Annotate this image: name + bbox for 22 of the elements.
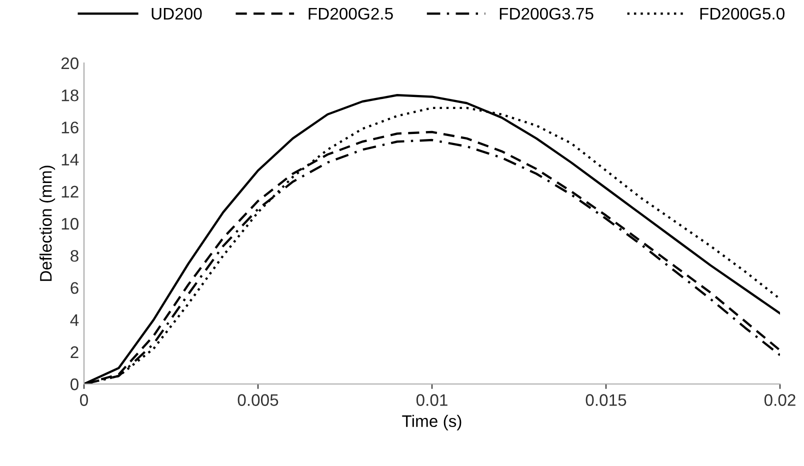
x-tick-label: 0.015: [586, 394, 626, 406]
x-tick-label: 0: [80, 394, 88, 406]
legend-label: UD200: [152, 8, 202, 20]
legend-label: FD200G5.0: [700, 8, 784, 20]
legend-label: FD200G3.75: [500, 8, 594, 20]
y-tick-label: 0: [70, 378, 78, 390]
x-tick-label: 0.005: [238, 394, 278, 406]
y-tick-label: 20: [61, 57, 78, 70]
y-tick-label: 6: [70, 282, 78, 294]
y-tick-label: 16: [62, 122, 78, 134]
y-tick-label: 8: [70, 250, 78, 262]
y-tick-label: 4: [70, 314, 79, 326]
x-axis-title: Time (s): [402, 414, 462, 430]
y-axis-title: Deflection (mm): [40, 166, 56, 281]
y-tick-label: 12: [62, 186, 78, 198]
x-tick-label: 0.02: [764, 394, 796, 406]
y-tick-label: 18: [62, 90, 78, 102]
y-tick-label: 2: [70, 346, 78, 358]
y-tick-label: 10: [62, 218, 78, 230]
x-tick-label: 0.01: [416, 394, 448, 406]
y-tick-label: 14: [62, 154, 79, 166]
legend-label: FD200G2.5: [308, 8, 393, 20]
